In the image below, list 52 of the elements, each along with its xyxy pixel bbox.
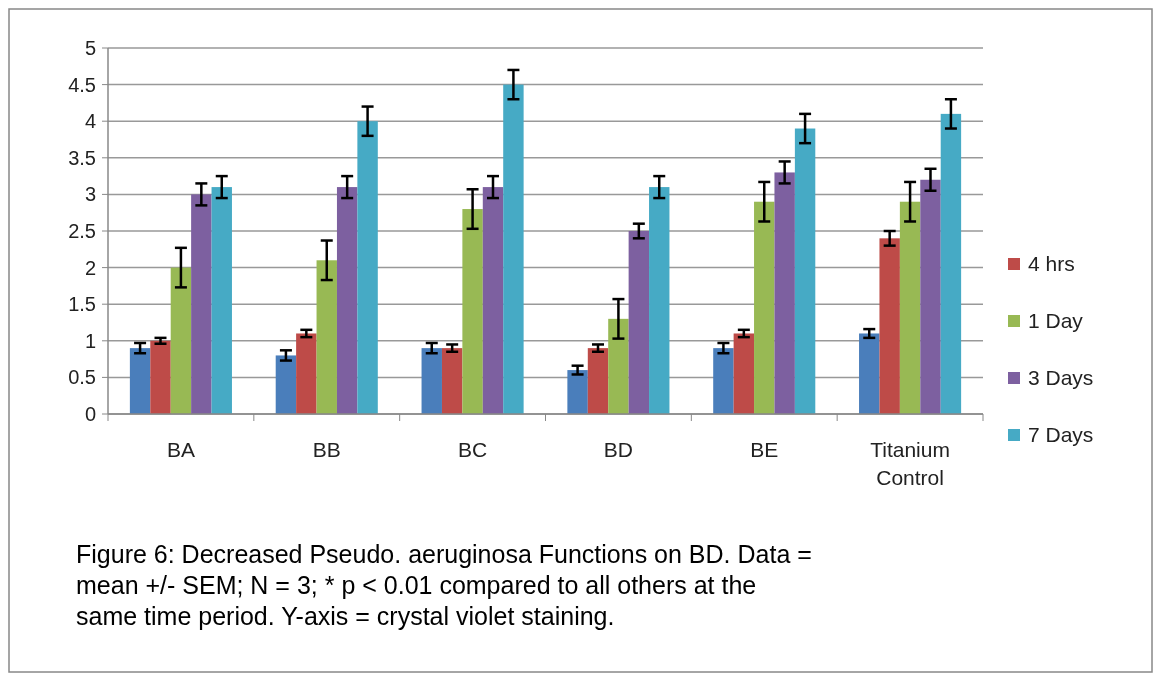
bar bbox=[441, 348, 463, 414]
legend-label: 1 Day bbox=[1028, 309, 1084, 333]
bar bbox=[879, 238, 900, 414]
bar bbox=[859, 333, 880, 414]
bar bbox=[794, 128, 816, 414]
bar bbox=[774, 172, 795, 414]
bar bbox=[316, 260, 337, 414]
y-tick-label: 1.5 bbox=[68, 293, 96, 316]
y-tick-label: 3.5 bbox=[68, 146, 96, 169]
legend-label: 3 Days bbox=[1028, 366, 1094, 390]
bar bbox=[170, 267, 192, 414]
y-tick-label: 2 bbox=[84, 256, 96, 279]
x-tick-label: BA bbox=[166, 438, 195, 461]
bar bbox=[713, 348, 734, 414]
y-tick-label: 2.5 bbox=[68, 220, 96, 242]
x-tick-label: BB bbox=[312, 438, 341, 461]
legend-label: 7 Days bbox=[1028, 423, 1094, 447]
y-tick-label: 1 bbox=[84, 329, 96, 352]
bar bbox=[940, 113, 962, 414]
bar bbox=[191, 194, 212, 414]
bar bbox=[567, 370, 588, 414]
x-tick-label: BE bbox=[750, 438, 779, 461]
bar bbox=[649, 187, 670, 414]
bar bbox=[275, 355, 297, 414]
bar bbox=[754, 201, 775, 414]
bar bbox=[587, 348, 609, 414]
legend-label: 4 hrs bbox=[1028, 252, 1075, 276]
y-tick-label: 4 bbox=[84, 110, 96, 133]
x-tick-label: BD bbox=[603, 438, 634, 461]
y-tick-label: 0 bbox=[84, 403, 96, 425]
bar bbox=[733, 333, 755, 414]
bar bbox=[899, 201, 921, 414]
bar bbox=[628, 231, 650, 414]
bar bbox=[503, 84, 524, 414]
bar bbox=[608, 318, 629, 414]
bar bbox=[482, 187, 504, 414]
x-tick-label: BC bbox=[457, 438, 488, 461]
bar bbox=[296, 333, 317, 414]
y-tick-label: 3 bbox=[84, 183, 96, 206]
bar bbox=[357, 121, 378, 414]
bar bbox=[129, 348, 151, 414]
x-tick-label: Titanium Control bbox=[870, 438, 950, 489]
bar bbox=[150, 340, 171, 414]
caption: Figure 6: Decreased Pseudo. aeruginosa Functions on BD. Data = mean +/- SEM; N = 3; * p < 0.01 compared to all others at the same time period. Y-axis = crystal violet staining. bbox=[76, 540, 812, 630]
bar bbox=[211, 187, 232, 414]
y-tick-label: 4.5 bbox=[68, 73, 96, 96]
bar bbox=[336, 187, 358, 414]
bar bbox=[462, 209, 483, 414]
y-tick-label: 5 bbox=[84, 37, 96, 59]
y-tick-label: 0.5 bbox=[68, 366, 96, 389]
bar bbox=[920, 179, 941, 414]
bar bbox=[421, 348, 442, 414]
